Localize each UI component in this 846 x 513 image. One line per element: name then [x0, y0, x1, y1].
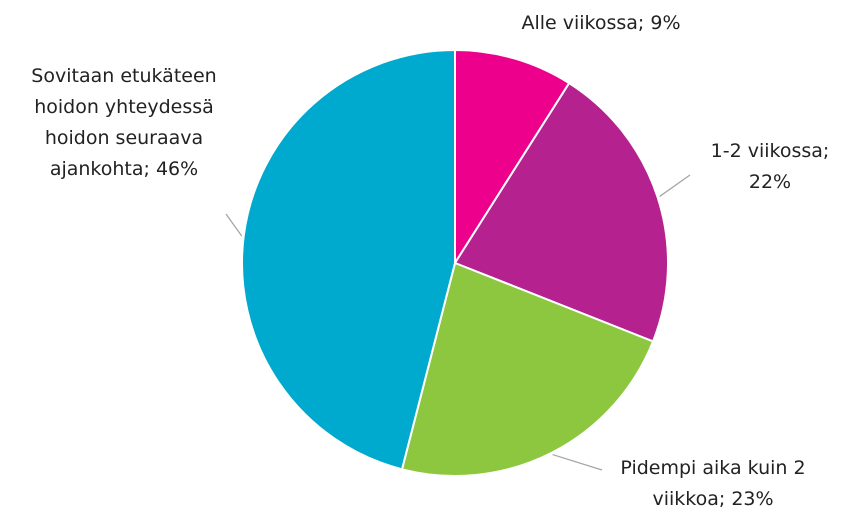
value-label: 9%: [650, 12, 681, 34]
pie-slice: [241, 48, 456, 471]
value-label: 46%: [155, 158, 199, 180]
value-label: 23%: [731, 488, 774, 510]
slice-label: Alle viikossa; 9%: [516, 8, 686, 39]
pie-slice: [454, 48, 571, 267]
leader-line: [659, 174, 691, 198]
pie-slice: [453, 81, 669, 343]
category-label: 1-2 viikossa;: [710, 140, 830, 162]
leader-line: [225, 213, 243, 237]
slice-label: 1-2 viikossa; 22%: [690, 136, 846, 198]
category-label: Sovitaan etukäteen hoidon yhteydessä hoi…: [31, 65, 217, 180]
slice-label: Pidempi aika kuin 2 viikkoa; 23%: [608, 453, 818, 513]
value-label: 22%: [748, 171, 792, 193]
pie-slice: [400, 261, 655, 477]
category-label: Pidempi aika kuin 2 viikkoa;: [620, 457, 806, 510]
slice-label: Sovitaan etukäteen hoidon yhteydessä hoi…: [28, 61, 220, 185]
leader-line: [552, 453, 603, 471]
category-label: Alle viikossa;: [521, 12, 645, 34]
